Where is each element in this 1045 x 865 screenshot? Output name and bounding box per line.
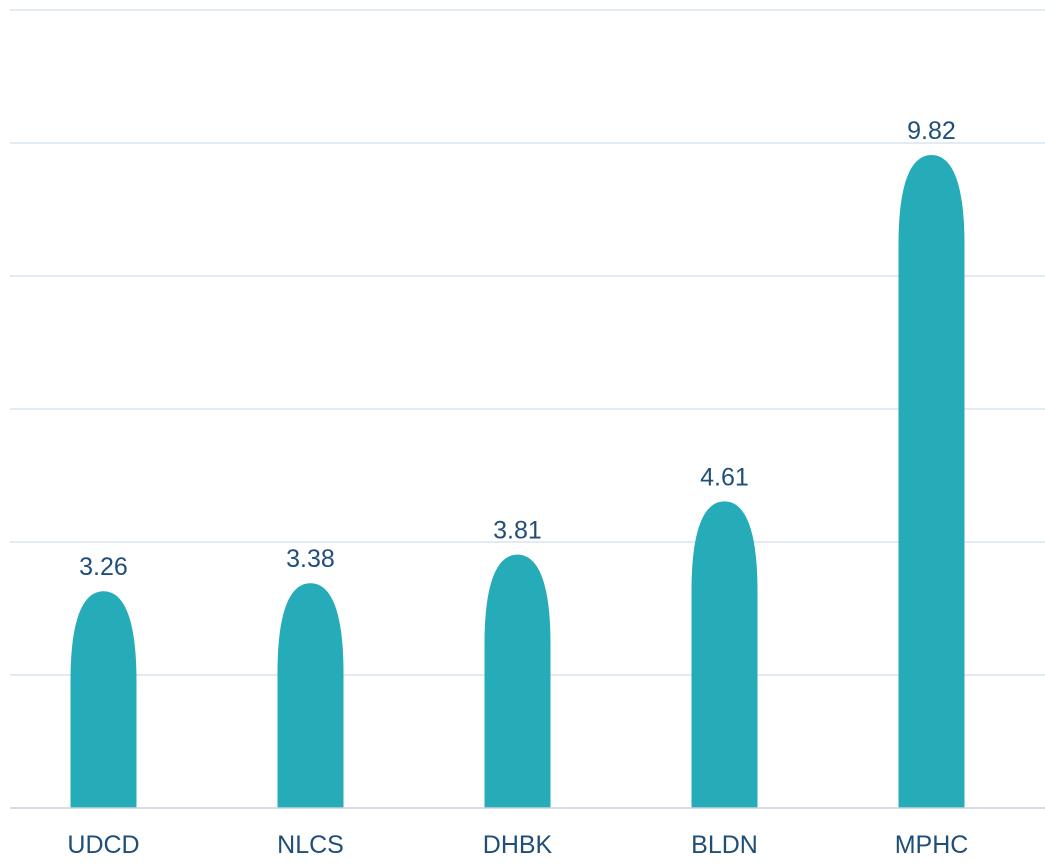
value-label-udcd: 3.26 [79, 553, 128, 581]
bars [70, 154, 965, 809]
x-tick-label-bldn: BLDN [691, 831, 758, 859]
x-tick-label-dhbk: DHBK [483, 831, 553, 859]
x-axis-tick-labels: UDCD NLCS DHBK BLDN MPHC [67, 831, 968, 859]
x-tick-label-mphc: MPHC [895, 831, 969, 859]
value-label-bldn: 4.61 [700, 463, 749, 491]
bar-udcd [70, 591, 137, 808]
value-label-dhbk: 3.81 [493, 517, 542, 545]
x-tick-label-udcd: UDCD [67, 831, 139, 859]
bar-mphc [898, 154, 965, 809]
bar-dhbk [484, 554, 551, 808]
value-label-nlcs: 3.38 [286, 545, 335, 573]
value-labels: 3.26 3.38 3.81 4.61 9.82 [79, 117, 956, 581]
bar-bldn [691, 501, 758, 808]
value-label-mphc: 9.82 [907, 117, 956, 145]
y-gridlines [10, 9, 1045, 676]
x-tick-label-nlcs: NLCS [277, 831, 344, 859]
bar-nlcs [277, 583, 344, 808]
